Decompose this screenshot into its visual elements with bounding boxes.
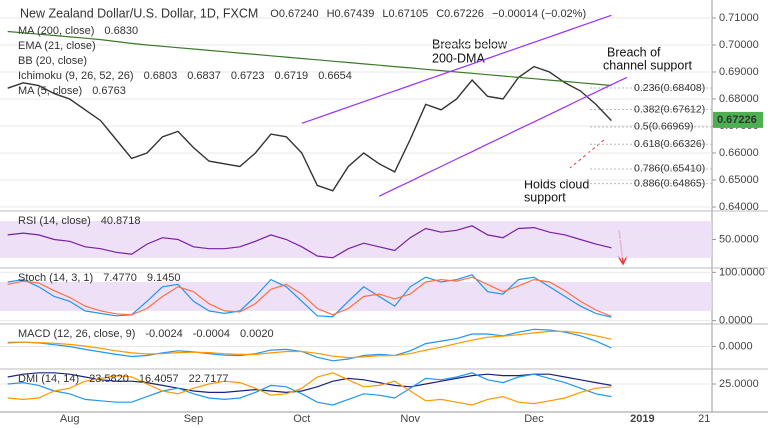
chart-title: New Zealand Dollar/U.S. Dollar, 1D, FXCM xyxy=(20,6,258,20)
band xyxy=(0,282,712,311)
x-tick-label: Sep xyxy=(184,413,204,425)
legend-value: 7.4770 xyxy=(103,272,137,284)
legend-name: MA (200, close) xyxy=(18,25,94,37)
series-line xyxy=(7,276,612,317)
x-tick-label: Dec xyxy=(524,413,544,425)
legend-name: RSI (14, close) xyxy=(18,215,91,227)
legend-value: 0.6837 xyxy=(187,70,221,82)
x-tick-label: 21 xyxy=(698,413,710,425)
y-tick-label: 25.0000 xyxy=(719,378,759,390)
y-tick-label: 0.70000 xyxy=(719,39,759,51)
series-line xyxy=(7,65,612,192)
annotation: Breaks below xyxy=(432,37,508,51)
series-line xyxy=(7,372,612,406)
legend-value: 22.7177 xyxy=(189,373,229,385)
legend-value: 0.6763 xyxy=(92,85,126,97)
legend-value: 9.1450 xyxy=(147,272,181,284)
legend-value: -0.0004 xyxy=(193,328,230,340)
y-tick-label: 0.68000 xyxy=(719,93,759,105)
fib-label: 0.786(0.65410) xyxy=(634,163,705,175)
ohlc-value: O0.67240 xyxy=(270,8,318,20)
legend-value: 23.5820 xyxy=(89,373,129,385)
legend-value: 0.6723 xyxy=(231,70,265,82)
x-tick-label: Oct xyxy=(293,413,310,425)
series-line xyxy=(7,274,612,318)
ohlc-value: H0.67439 xyxy=(327,8,375,20)
last-price-tag xyxy=(713,111,763,128)
annotation: channel support xyxy=(603,58,692,72)
series-line xyxy=(378,76,628,197)
legend-value: 0.6654 xyxy=(318,70,352,82)
legend-name: BB (20, close) xyxy=(18,55,87,67)
fib-label: 0.236(0.68408) xyxy=(634,82,705,94)
rsi-arrow-head xyxy=(617,255,628,266)
x-tick-label: 2019 xyxy=(630,413,654,425)
series-line xyxy=(301,14,612,124)
series-line xyxy=(7,30,612,87)
y-tick-label: 0.66000 xyxy=(719,147,759,159)
legend-name: EMA (21, close) xyxy=(18,40,96,52)
fib-label: 0.5(0.66969) xyxy=(634,121,694,133)
y-tick-label: 0.0000 xyxy=(719,314,753,326)
annotation: support xyxy=(524,190,566,204)
y-tick-label: 0.64000 xyxy=(719,201,759,213)
fib-label: 0.382(0.67612) xyxy=(634,103,705,115)
y-tick-label: 0.69000 xyxy=(719,66,759,78)
last-price-label: 0.67226 xyxy=(717,114,757,126)
y-tick-label: 50.0000 xyxy=(719,233,759,245)
y-tick-label: 100.0000 xyxy=(719,266,765,278)
legend-name: MACD (12, 26, close, 9) xyxy=(18,328,135,340)
ohlc-value: C0.67226 xyxy=(436,8,484,20)
legend-name: DMI (14, 14) xyxy=(18,373,79,385)
series-line xyxy=(7,372,612,394)
x-tick-label: Nov xyxy=(400,413,420,425)
fib-label: 0.618(0.66326) xyxy=(634,138,705,150)
annotation: 200-DMA xyxy=(432,51,485,65)
legend-value: 0.6719 xyxy=(275,70,309,82)
legend-value: 16.4057 xyxy=(139,373,179,385)
ohlc-value: L0.67105 xyxy=(382,8,428,20)
y-tick-label: 0.71000 xyxy=(719,12,759,24)
legend-name: Ichimoku (9, 26, 52, 26) xyxy=(18,70,134,82)
annotation: Holds cloud xyxy=(524,177,589,191)
legend-name: Stoch (14, 3, 1) xyxy=(18,272,93,284)
y-tick-label: 0.65000 xyxy=(719,174,759,186)
annotation: Breach of xyxy=(607,45,661,59)
x-tick-label: Aug xyxy=(60,413,80,425)
series-line xyxy=(7,328,612,362)
ohlc-value: −0.00014 (−0.02%) xyxy=(492,8,586,20)
y-tick-label: 0.0000 xyxy=(719,340,753,352)
series-line xyxy=(7,330,612,359)
legend-name: MA (5, close) xyxy=(18,85,82,97)
legend-value: -0.0024 xyxy=(145,328,182,340)
series-line xyxy=(7,372,612,406)
legend-value: 40.8718 xyxy=(101,215,141,227)
legend-value: 0.0020 xyxy=(240,328,274,340)
legend-value: 0.6830 xyxy=(104,25,138,37)
fib-label: 0.886(0.64865) xyxy=(634,177,705,189)
legend-value: 0.6803 xyxy=(144,70,178,82)
series-line xyxy=(7,225,612,259)
